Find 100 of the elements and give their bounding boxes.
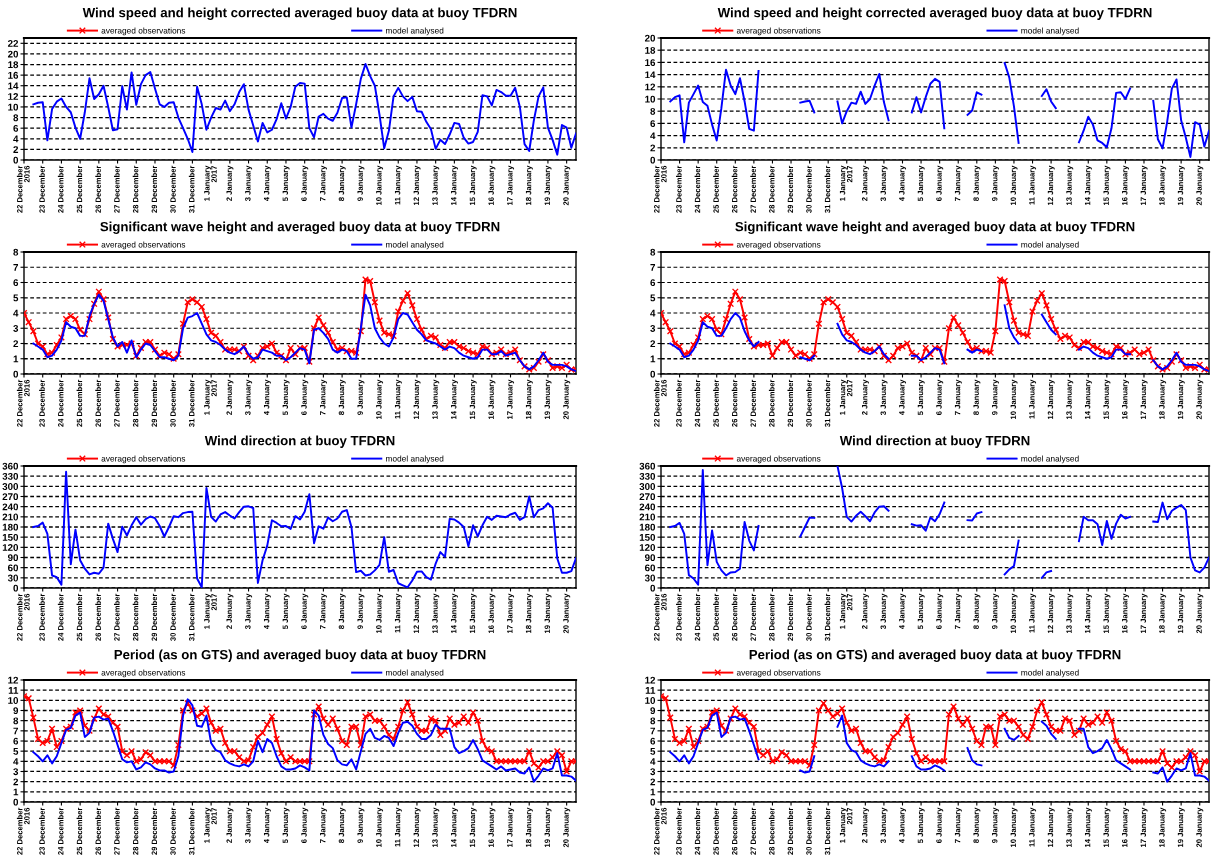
y-tick-label: 10: [8, 697, 19, 704]
legend-label: model analysed: [386, 455, 444, 464]
y-tick-label: 16: [645, 59, 656, 67]
y-tick-label: 4: [13, 758, 19, 765]
y-tick-label: 5: [13, 748, 19, 755]
legend-label: averaged observations: [736, 455, 821, 464]
y-tick-label: 210: [639, 513, 656, 521]
y-tick-label: 6: [13, 737, 19, 745]
y-tick-label: 2: [13, 778, 19, 786]
legend-label: model analysed: [386, 27, 444, 36]
y-tick-label: 0: [650, 584, 656, 592]
y-tick-label: 90: [644, 554, 656, 562]
y-tick-label: 30: [7, 574, 19, 582]
y-tick-label: 8: [13, 717, 19, 725]
y-tick-label: 10: [645, 697, 656, 704]
chart-title: Period (as on GTS) and averaged buoy data at buoy TFDRN: [114, 649, 486, 662]
y-tick-label: 6: [13, 124, 19, 132]
y-tick-label: 330: [2, 472, 19, 480]
y-tick-label: 12: [8, 676, 19, 684]
y-tick-label: 5: [650, 294, 656, 302]
chart-title: Significant wave height and averaged buoy data at buoy TFDRN: [100, 221, 500, 234]
y-tick-label: 4: [650, 309, 656, 317]
y-tick-label: 8: [650, 107, 656, 115]
y-tick-label: 12: [8, 93, 19, 100]
line-series: [32, 470, 576, 588]
y-tick-label: 2: [650, 778, 656, 786]
y-tick-label: 11: [8, 687, 19, 694]
y-tick-label: 1: [650, 355, 656, 363]
y-tick-label: 1: [650, 788, 656, 796]
y-tick-label: 150: [639, 533, 656, 541]
y-tick-label: 6: [650, 279, 656, 287]
y-tick-label: 360: [639, 462, 656, 470]
line-series: [32, 293, 576, 372]
y-tick-label: 3: [13, 324, 19, 332]
chart-title: Wind speed and height corrected averaged buoy data at buoy TFDRN: [82, 7, 517, 20]
y-tick-label: 2: [13, 146, 19, 153]
y-tick-label: 240: [639, 503, 656, 511]
y-tick-label: 9: [650, 707, 656, 715]
y-tick-label: 0: [650, 370, 656, 378]
legend-label: averaged observations: [736, 241, 821, 250]
y-tick-label: 3: [13, 768, 19, 776]
y-tick-label: 1: [13, 355, 19, 363]
y-tick-label: 2: [650, 144, 656, 152]
chart-title: Wind direction at buoy TFDRN: [204, 435, 395, 448]
y-tick-label: 14: [645, 71, 656, 79]
chart-title: Wind direction at buoy TFDRN: [839, 435, 1030, 448]
y-tick-label: 6: [650, 737, 656, 745]
y-tick-label: 0: [13, 370, 19, 378]
legend-label: model analysed: [1021, 669, 1079, 678]
y-tick-label: 60: [644, 564, 656, 572]
y-tick-label: 120: [639, 544, 656, 551]
y-tick-label: 8: [13, 114, 19, 122]
y-tick-label: 60: [7, 564, 19, 572]
y-tick-label: 6: [650, 120, 656, 128]
y-tick-label: 120: [2, 544, 19, 551]
y-tick-label: 6: [13, 279, 19, 287]
legend-label: model analysed: [1021, 455, 1079, 464]
y-tick-label: 330: [639, 472, 656, 480]
y-tick-label: 7: [13, 727, 19, 735]
y-tick-label: 270: [2, 493, 19, 501]
legend-label: averaged observations: [101, 669, 186, 678]
y-tick-label: 240: [2, 503, 19, 511]
chart-title: Period (as on GTS) and averaged buoy data at buoy TFDRN: [749, 649, 1121, 662]
y-tick-label: 3: [650, 768, 656, 776]
y-tick-label: 8: [650, 717, 656, 725]
y-tick-label: 2: [13, 340, 19, 348]
y-tick-label: 180: [639, 523, 656, 531]
y-tick-label: 12: [645, 676, 656, 684]
y-tick-label: 300: [2, 483, 19, 490]
y-tick-label: 9: [13, 707, 19, 715]
y-tick-label: 270: [639, 493, 656, 501]
y-tick-label: 4: [13, 135, 19, 143]
y-tick-label: 22: [7, 40, 19, 47]
y-tick-label: 0: [13, 798, 19, 806]
y-tick-label: 7: [650, 264, 656, 271]
y-tick-label: 210: [2, 513, 19, 521]
y-tick-label: 11: [645, 687, 656, 694]
y-tick-label: 18: [8, 61, 19, 69]
chart-title: Significant wave height and averaged buoy data at buoy TFDRN: [735, 221, 1135, 234]
legend-label: model analysed: [1021, 241, 1079, 250]
chart-title: Wind speed and height corrected averaged buoy data at buoy TFDRN: [717, 7, 1152, 20]
y-tick-label: 5: [13, 294, 19, 302]
y-tick-label: 0: [13, 156, 19, 164]
y-tick-label: 360: [2, 462, 19, 470]
y-tick-label: 7: [650, 727, 656, 735]
legend-label: model analysed: [1021, 27, 1079, 36]
y-tick-label: 150: [2, 533, 19, 541]
legend-label: averaged observations: [101, 241, 186, 250]
y-tick-label: 90: [7, 554, 19, 562]
y-tick-label: 20: [7, 50, 19, 58]
y-tick-label: 20: [644, 34, 656, 42]
y-tick-label: 1: [13, 788, 19, 796]
y-tick-label: 4: [13, 309, 19, 317]
y-tick-label: 30: [644, 574, 656, 582]
y-tick-label: 10: [8, 103, 19, 111]
legend-label: averaged observations: [101, 455, 186, 464]
y-tick-label: 7: [13, 264, 19, 271]
y-tick-label: 5: [650, 748, 656, 755]
y-tick-label: 8: [650, 248, 656, 256]
y-tick-label: 0: [650, 798, 656, 806]
